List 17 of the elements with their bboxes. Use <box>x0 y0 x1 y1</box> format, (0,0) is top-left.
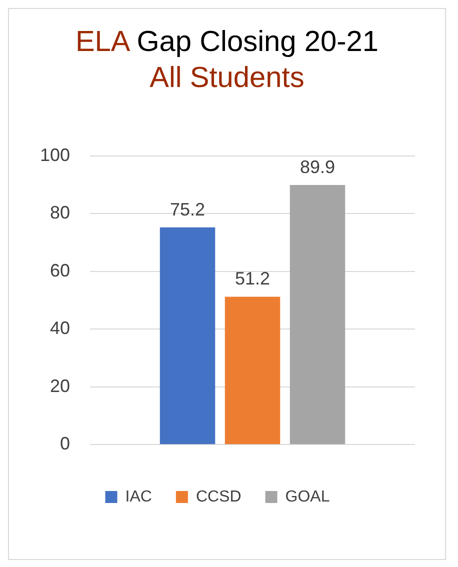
y-tick-label: 20 <box>50 376 70 396</box>
legend-label: IAC <box>125 488 152 506</box>
chart-title: ELA Gap Closing 20-21 <box>74 26 380 59</box>
data-label: 51.2 <box>234 268 270 289</box>
y-tick-label: 100 <box>40 144 70 165</box>
data-label: 75.2 <box>170 199 206 220</box>
legend-label: GOAL <box>285 488 330 506</box>
data-label: 89.9 <box>300 156 336 177</box>
bar <box>290 184 346 444</box>
bar <box>224 296 280 444</box>
legend-label: CCSD <box>196 488 242 506</box>
y-tick-label: 0 <box>60 434 70 454</box>
bar <box>160 227 216 444</box>
chart-subtitle: All Students <box>148 62 306 95</box>
y-tick-label: 40 <box>50 318 70 338</box>
y-tick-label: 60 <box>50 260 70 280</box>
y-tick-label: 80 <box>50 202 70 223</box>
